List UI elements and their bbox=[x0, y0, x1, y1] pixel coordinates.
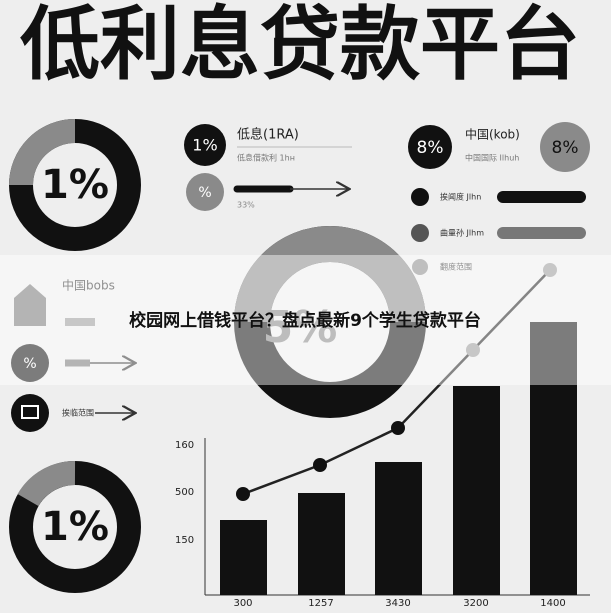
bar bbox=[298, 493, 345, 595]
x-label: 300 bbox=[233, 598, 252, 609]
donut-label: 1% bbox=[41, 162, 109, 208]
icon bbox=[14, 284, 46, 326]
badge-text: % bbox=[198, 185, 211, 201]
donut-segment bbox=[234, 226, 426, 323]
list-label: 中国bobs bbox=[62, 278, 115, 293]
y-label: 500 bbox=[175, 487, 194, 498]
point bbox=[236, 487, 250, 501]
badge-text: 8% bbox=[417, 138, 444, 158]
point bbox=[391, 421, 405, 435]
badge-text: 1% bbox=[192, 136, 217, 155]
y-label: 160 bbox=[175, 440, 194, 451]
badge bbox=[408, 125, 452, 169]
donut-segment bbox=[9, 119, 76, 186]
list-item: 挨临范围 bbox=[62, 408, 94, 418]
point bbox=[466, 343, 480, 357]
point bbox=[313, 458, 327, 472]
stat-sub: 33% bbox=[237, 201, 255, 210]
stat-sub: 低息借款利 1hн bbox=[237, 153, 295, 163]
icon bbox=[411, 224, 429, 242]
x-label: 1257 bbox=[308, 598, 333, 609]
badge-text: 8% bbox=[552, 138, 579, 158]
bar bbox=[375, 462, 422, 595]
badge bbox=[540, 122, 590, 172]
point bbox=[543, 263, 557, 277]
donut-label: 5% bbox=[263, 302, 338, 353]
icon bbox=[412, 259, 428, 275]
x-label: 1400 bbox=[540, 598, 565, 609]
icon bbox=[11, 394, 49, 432]
bar bbox=[530, 322, 577, 595]
stat-sub: 中国国际 Ilhuh bbox=[465, 153, 519, 163]
badge-text: % bbox=[23, 356, 36, 372]
legend-text: 挨闻度 Jlhn bbox=[440, 192, 481, 202]
donut-segment bbox=[17, 460, 76, 507]
x-label: 3430 bbox=[385, 598, 410, 609]
legend-text: 翻度范围 bbox=[440, 262, 472, 272]
title: 低利息贷款平台 bbox=[20, 0, 580, 91]
banner-text: 校园网上借钱平台？盘点最新9个学生贷款平台 bbox=[129, 310, 481, 331]
badge bbox=[184, 124, 226, 166]
donut-label: 1% bbox=[41, 504, 109, 550]
y-label: 150 bbox=[175, 535, 194, 546]
stat-label: 低息(1RA) bbox=[237, 127, 299, 143]
icon-glyph bbox=[21, 405, 39, 419]
badge bbox=[186, 173, 224, 211]
x-label: 3200 bbox=[463, 598, 488, 609]
bar bbox=[453, 386, 500, 595]
legend-text: 曲量孙 Jlhm bbox=[440, 228, 484, 238]
icon bbox=[411, 188, 429, 206]
bar bbox=[220, 520, 267, 595]
stat-label: 中国(kob) bbox=[465, 127, 520, 142]
badge bbox=[11, 344, 49, 382]
banner bbox=[0, 255, 611, 385]
